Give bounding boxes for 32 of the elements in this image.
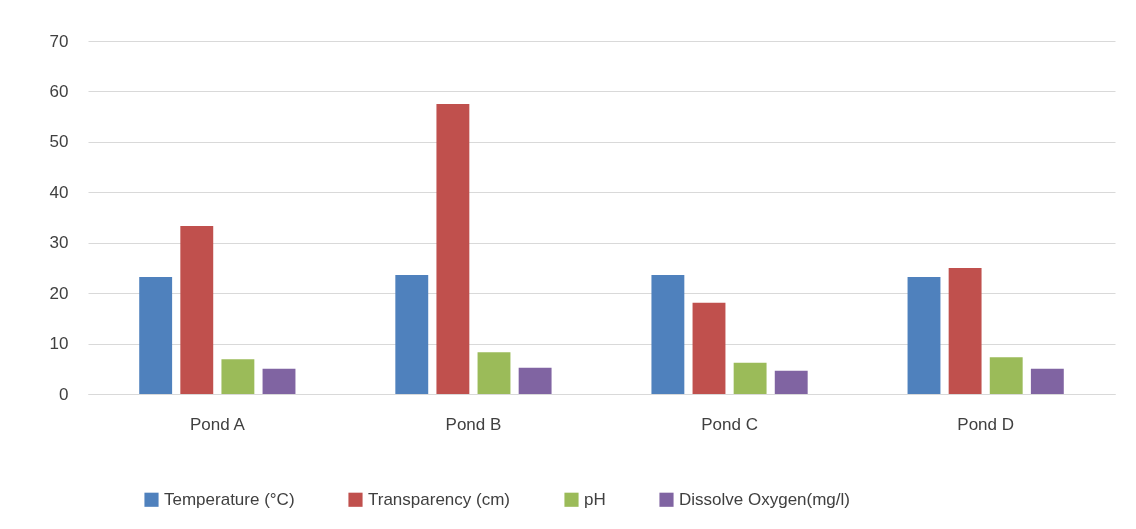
bar <box>180 226 214 394</box>
y-tick-label: 40 <box>49 182 69 202</box>
bar <box>518 367 552 394</box>
x-tick-label: Pond D <box>957 414 1015 434</box>
bar <box>221 359 255 394</box>
y-tick-label: 50 <box>49 132 69 152</box>
bar <box>907 277 941 394</box>
bar <box>436 104 470 394</box>
bar <box>774 370 808 394</box>
bar <box>651 274 685 394</box>
x-tick-label: Pond A <box>189 414 246 434</box>
y-tick-label: 0 <box>59 384 69 404</box>
bar <box>477 352 511 394</box>
y-tick-label: 20 <box>49 283 69 303</box>
y-tick-label: 30 <box>49 233 69 253</box>
y-tick-label: 60 <box>49 81 69 101</box>
legend-label: Transparency (cm) <box>368 489 511 509</box>
x-tick-label: Pond B <box>445 414 502 434</box>
bar <box>139 277 173 394</box>
x-tick-label: Pond C <box>701 414 758 434</box>
legend-label: pH <box>584 489 606 509</box>
bar <box>395 274 429 394</box>
legend-label: Temperature (°C) <box>164 489 295 509</box>
bar <box>692 302 726 394</box>
y-tick-label: 70 <box>49 31 69 51</box>
bar <box>1030 368 1064 394</box>
y-tick-label: 10 <box>49 334 69 354</box>
bar <box>989 357 1023 394</box>
bar <box>262 368 296 394</box>
bar <box>948 267 982 394</box>
bar <box>733 362 767 394</box>
legend-label: Dissolve Oxygen(mg/l) <box>679 489 850 509</box>
